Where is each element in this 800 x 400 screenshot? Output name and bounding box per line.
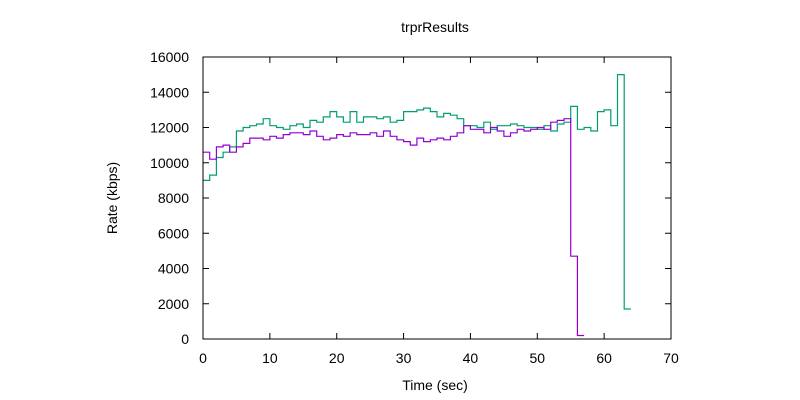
plot-frame [202,56,672,340]
y-tick-label: 2000 [158,296,189,312]
y-tick-label: 0 [181,331,189,347]
y-tick-label: 4000 [158,261,189,277]
series-layer [203,74,631,337]
y-tick-label: 10000 [150,155,189,171]
x-tick-label: 0 [199,350,207,366]
x-tick-label: 40 [463,350,479,366]
series-line-2 [203,118,585,337]
y-tick-label: 16000 [150,49,189,65]
x-axis-label: Time (sec) [402,377,468,393]
y-axis-label: Rate (kbps) [104,162,120,234]
y-tick-label: 6000 [158,225,189,241]
x-tick-label: 20 [329,350,345,366]
y-tick-label: 12000 [150,120,189,136]
axis-layer: 0 10 20 30 40 50 60 70 0 2000 4000 6000 8000 10000 120… [150,49,679,366]
x-tick-label: 30 [396,350,412,366]
x-tick-label: 50 [529,350,545,366]
y-tick-label: 8000 [158,190,189,206]
x-tick-label: 60 [596,350,612,366]
chart-title: trprResults [401,19,469,35]
y-tick-label: 14000 [150,84,189,100]
x-tick-label: 70 [663,350,679,366]
series-line-1 [203,74,631,310]
x-tick-label: 10 [262,350,278,366]
